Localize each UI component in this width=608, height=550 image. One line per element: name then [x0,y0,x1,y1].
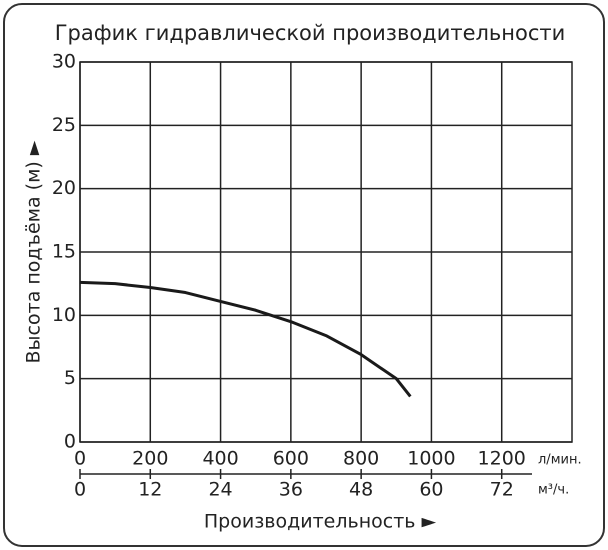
y-tick-label: 25 [52,114,76,136]
x2-unit: м³/ч. [538,483,569,498]
chart-title: График гидравлической производительности [55,21,566,45]
x-tick-label: 800 [343,448,379,470]
x2-tick-label: 48 [349,479,373,501]
x2-tick-label: 0 [74,479,86,501]
y-tick-label: 5 [64,367,76,389]
x2-tick-label: 72 [490,479,514,501]
x-axis-label: Производительность ► [204,511,437,533]
y-tick-label: 15 [52,241,76,263]
x2-tick-label: 60 [419,479,443,501]
y-tick-label: 30 [52,51,76,73]
y-tick-label: 10 [52,304,76,326]
x-tick-label: 400 [202,448,238,470]
y-tick-label: 0 [64,431,76,453]
y-axis-label: Высота подъёма (м) ► [23,140,45,363]
x-tick-label: 200 [132,448,168,470]
x2-tick-label: 24 [208,479,232,501]
x2-tick-label: 36 [279,479,303,501]
x-tick-label: 1000 [407,448,455,470]
x-tick-label: 1200 [478,448,526,470]
curve [79,280,412,398]
x-unit: л/мин. [538,453,582,468]
x2-tick-label: 12 [138,479,162,501]
x-tick-label: 600 [273,448,309,470]
x-tick-label: 0 [74,448,86,470]
frame [3,3,605,547]
y-tick-label: 20 [52,177,76,199]
